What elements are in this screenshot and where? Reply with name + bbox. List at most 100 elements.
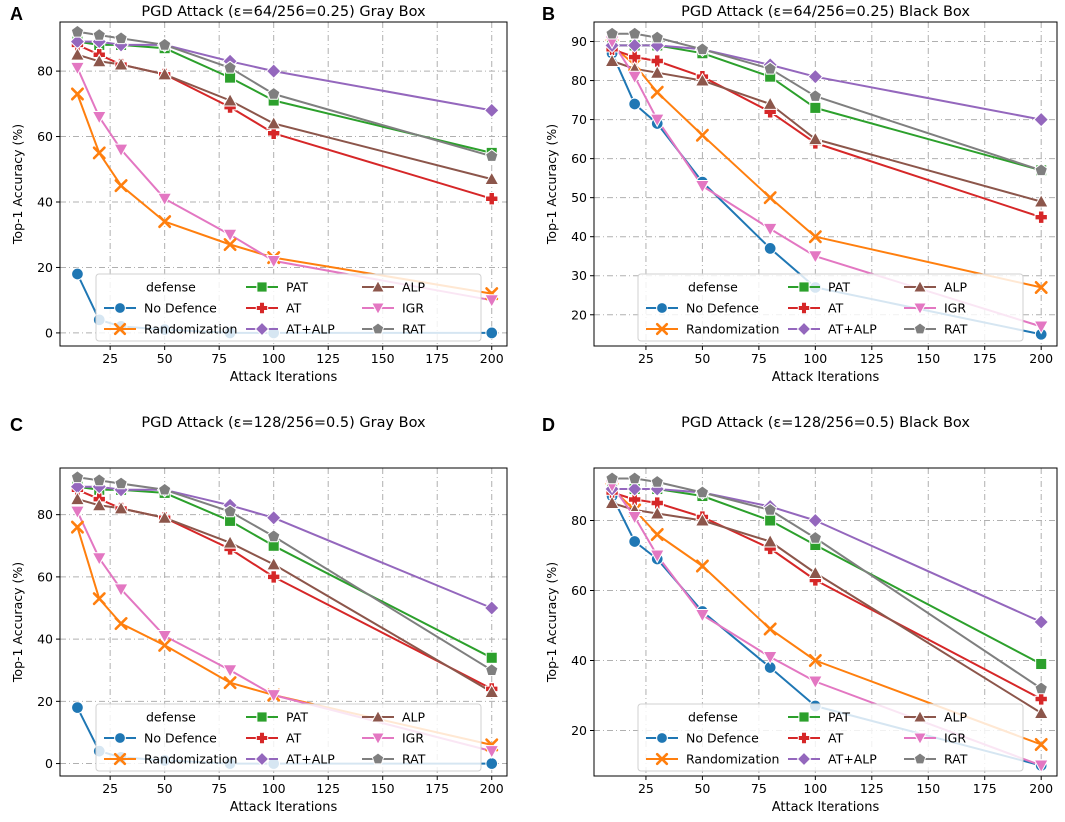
- y-tick-label: 40: [37, 632, 53, 647]
- data-point-igr: [222, 228, 238, 243]
- legend-marker-randomization: [113, 752, 127, 766]
- data-point-alp: [604, 495, 620, 509]
- legend-marker-rat: [371, 322, 385, 335]
- legend-box: [637, 273, 1024, 342]
- legend-label-at: AT: [828, 301, 844, 316]
- plot-frame: [59, 467, 508, 777]
- legend-label-at: AT: [286, 731, 302, 746]
- legend-marker-no-defence: [656, 302, 668, 314]
- data-point-at-alp: [1033, 111, 1050, 128]
- data-point-igr: [807, 250, 824, 265]
- legend-label-rat: RAT: [944, 322, 968, 337]
- data-point-randomization: [1034, 280, 1048, 294]
- data-point-randomization: [92, 146, 106, 160]
- legend-label-at-alp: AT+ALP: [286, 322, 335, 337]
- data-point-igr: [694, 179, 711, 194]
- legend-marker-at-alp: [254, 321, 270, 337]
- legend-label-pat: PAT: [828, 710, 850, 725]
- data-point-rat: [808, 89, 823, 102]
- data-point-at-alp: [1033, 614, 1050, 630]
- legend-marker-igr: [370, 732, 386, 746]
- legend-label-at-alp: AT+ALP: [828, 752, 877, 767]
- legend-marker-at-alp: [796, 751, 812, 767]
- data-point-igr: [1033, 759, 1049, 774]
- data-point-rat: [266, 86, 281, 100]
- legend-marker-alp: [912, 279, 928, 293]
- series-line-randomization: [611, 44, 1042, 289]
- x-tick-label: 50: [157, 781, 173, 796]
- series-line-at: [611, 491, 1042, 700]
- y-tick-label: 40: [571, 229, 587, 244]
- data-point-randomization: [70, 87, 84, 101]
- x-tick-label: 175: [973, 351, 997, 366]
- legend-marker-rat: [913, 322, 927, 335]
- data-point-rat: [605, 471, 619, 485]
- data-point-no-defence: [485, 757, 499, 770]
- data-point-rat: [695, 485, 710, 499]
- data-point-rat: [485, 663, 499, 676]
- y-axis-label: Top-1 Accuracy (%): [10, 562, 25, 683]
- data-point-randomization: [92, 592, 106, 606]
- data-point-rat: [627, 26, 642, 40]
- data-point-at-alp: [807, 512, 824, 529]
- legend-label-pat: PAT: [828, 280, 850, 295]
- data-point-randomization: [808, 654, 822, 667]
- data-point-randomization: [223, 676, 237, 690]
- data-point-at-alp: [113, 37, 129, 53]
- legend-label-alp: ALP: [944, 280, 968, 295]
- plot-frame: [593, 21, 1058, 347]
- data-point-alp: [649, 64, 665, 79]
- data-point-randomization: [158, 215, 172, 229]
- legend-marker-igr: [370, 302, 386, 316]
- data-point-pat: [485, 651, 498, 664]
- x-axis-label: Attack Iterations: [230, 370, 338, 385]
- legend-box: [95, 273, 482, 342]
- x-tick-label: 25: [102, 351, 118, 366]
- legend-marker-alp: [370, 709, 386, 723]
- data-point-igr: [222, 664, 238, 679]
- x-tick-label: 200: [1029, 781, 1053, 796]
- data-point-alp: [694, 512, 711, 527]
- data-point-igr: [266, 689, 282, 703]
- data-point-alp: [156, 66, 173, 81]
- data-point-randomization: [1034, 738, 1048, 751]
- legend: defense No Defence Randomization PAT AT AT+AL…: [95, 703, 482, 772]
- data-point-alp: [807, 131, 824, 146]
- data-point-alp: [91, 53, 107, 68]
- legend-label-no-defence: No Defence: [686, 731, 759, 746]
- legend-label-pat: PAT: [286, 280, 308, 295]
- series-markers: [604, 471, 1050, 774]
- data-point-alp: [762, 533, 778, 548]
- data-point-alp: [807, 565, 824, 579]
- data-point-no-defence: [71, 701, 84, 714]
- data-point-randomization: [695, 128, 709, 142]
- data-point-rat: [223, 504, 237, 518]
- y-tick-label: 80: [37, 64, 53, 79]
- panel-label: A: [10, 4, 23, 24]
- data-point-alp: [484, 684, 500, 698]
- data-point-igr: [649, 549, 665, 564]
- data-point-igr: [762, 222, 778, 237]
- x-tick-label: 125: [316, 351, 340, 366]
- legend-marker-at: [255, 301, 269, 315]
- y-tick-label: 20: [571, 307, 587, 322]
- data-point-pat: [224, 71, 237, 84]
- data-point-at-alp: [807, 68, 824, 85]
- data-point-at: [627, 492, 642, 507]
- legend-label-no-defence: No Defence: [144, 731, 217, 746]
- legend-label-no-defence: No Defence: [144, 301, 217, 316]
- legend-marker-at-alp: [254, 751, 270, 767]
- data-point-alp: [604, 53, 620, 67]
- legend-marker-randomization: [655, 752, 669, 766]
- chart-panel-d: D PGD Attack (ε=128/256=0.5) Black Box 25 5…: [542, 415, 1058, 815]
- x-tick-label: 175: [425, 351, 449, 366]
- legend-marker-at: [797, 301, 811, 315]
- y-tick-label: 60: [37, 569, 53, 584]
- data-point-alp: [1033, 193, 1049, 208]
- y-tick-label: 90: [571, 34, 587, 49]
- legend-label-rat: RAT: [402, 322, 426, 337]
- legend-label-igr: IGR: [402, 301, 424, 316]
- legend-label-alp: ALP: [944, 710, 968, 725]
- data-point-igr: [69, 505, 86, 520]
- data-point-rat: [114, 31, 128, 45]
